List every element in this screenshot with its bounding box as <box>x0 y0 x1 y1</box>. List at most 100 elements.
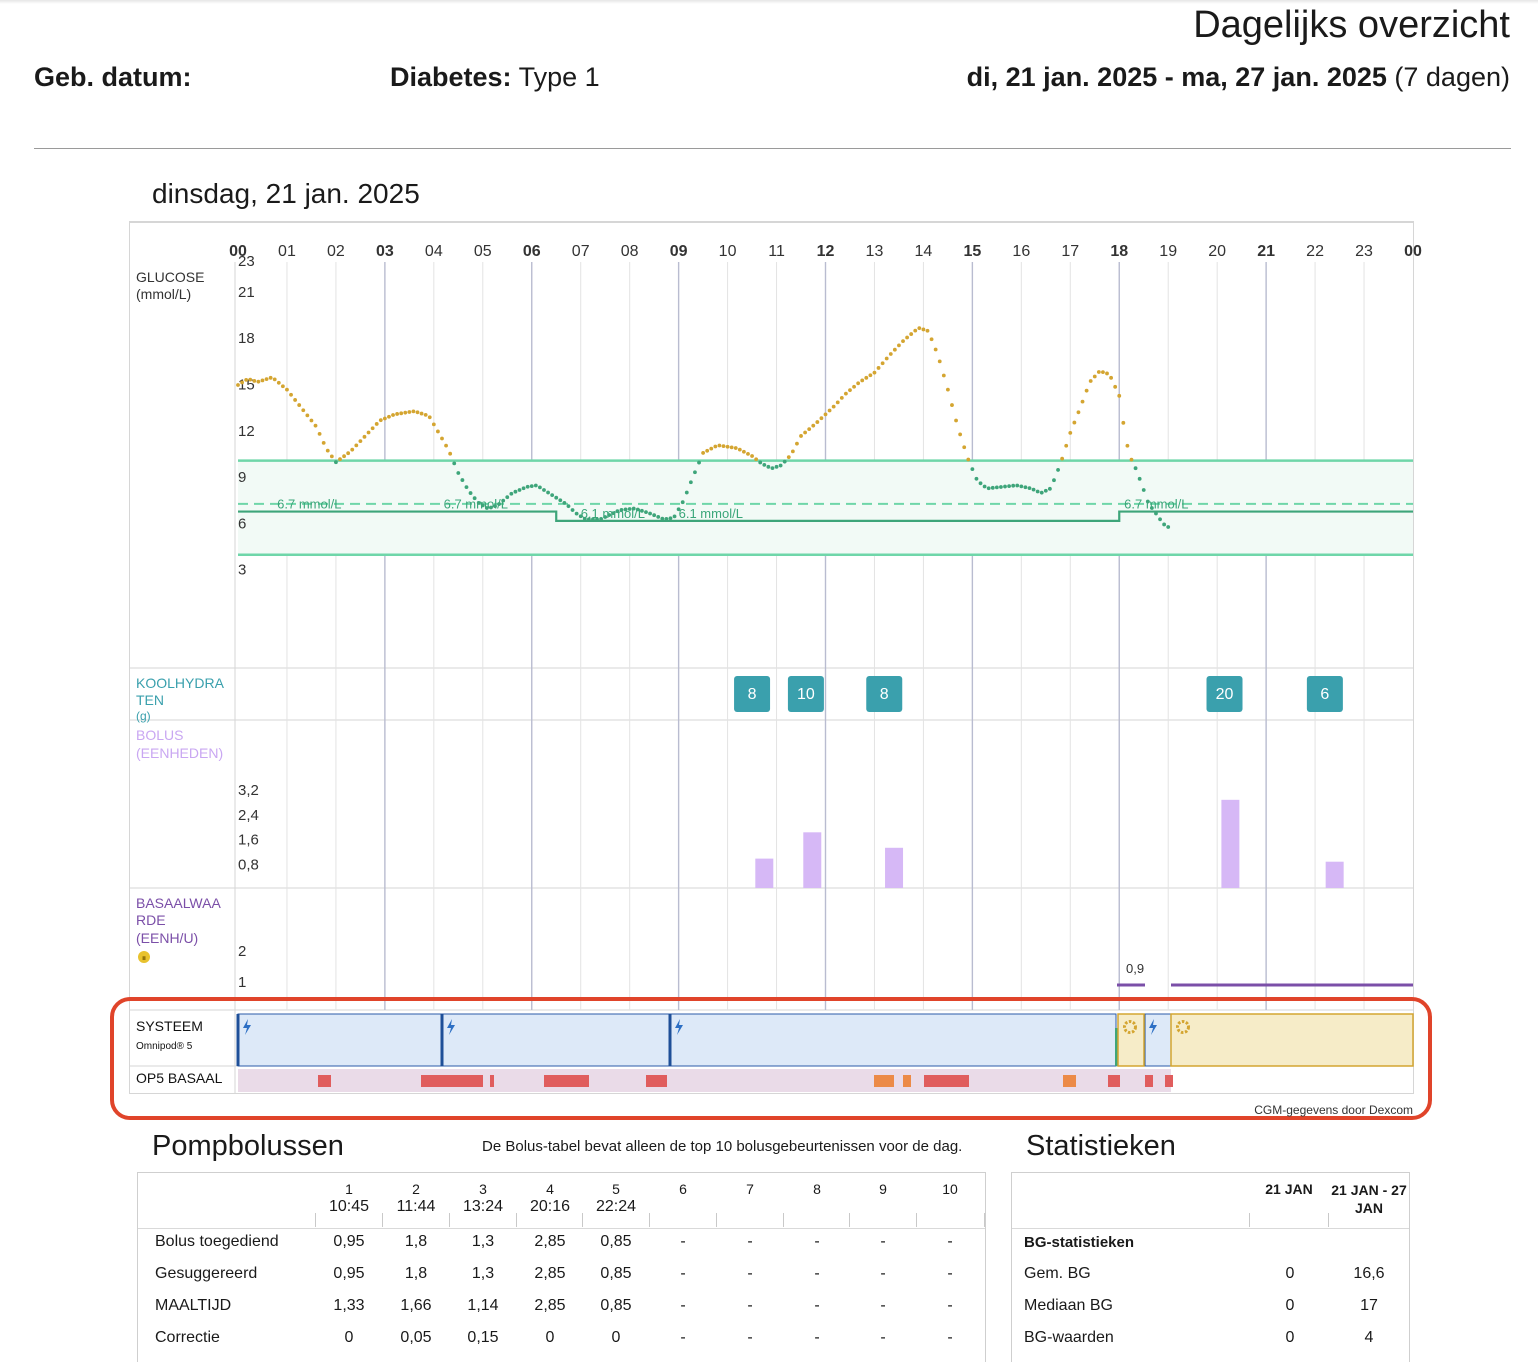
bolus-section-title: Pompbolussen <box>152 1130 344 1162</box>
hour-label: 09 <box>670 243 688 260</box>
glucose-point <box>799 434 803 438</box>
glucose-point <box>586 517 591 522</box>
glucose-point <box>843 391 848 396</box>
carb-value: 8 <box>748 686 757 703</box>
bolus-cell: 1,8 <box>404 1233 428 1250</box>
bolus-column-separator <box>582 1213 583 1227</box>
glucose-point <box>505 495 510 500</box>
glucose-axis-label: GLUCOSE <box>136 269 204 285</box>
glucose-point <box>493 504 497 509</box>
bolus-bar <box>803 832 822 888</box>
stats-col-range: 21 JAN - 27 JAN <box>1331 1182 1407 1216</box>
glucose-point <box>1056 468 1060 472</box>
bolus-axis-label: BOLUS <box>136 727 183 743</box>
glucose-point <box>1096 370 1101 374</box>
glucose-point <box>876 366 881 370</box>
glucose-point <box>786 455 791 460</box>
glucose-point <box>1125 443 1130 448</box>
manual-mode-gear-icon <box>1123 1020 1137 1034</box>
glucose-point <box>521 486 526 491</box>
glucose-point <box>1072 420 1077 425</box>
bolus-column-number: 2 <box>412 1181 420 1197</box>
bolus-column-separator <box>849 1213 850 1227</box>
op5-suspend-segment <box>924 1075 969 1087</box>
glucose-point <box>1129 457 1134 462</box>
glucose-point <box>1154 511 1158 516</box>
diabetes-type: Diabetes: Type 1 <box>390 62 600 93</box>
hour-label: 05 <box>474 243 492 260</box>
bolus-column-number: 5 <box>612 1181 620 1197</box>
glucose-point <box>370 426 375 431</box>
glucose-point <box>835 400 840 405</box>
glucose-point <box>872 370 877 375</box>
glucose-point <box>236 383 240 387</box>
glucose-point <box>578 514 583 519</box>
glucose-point <box>301 408 306 413</box>
carb-badge <box>734 676 771 712</box>
hour-label: 12 <box>817 243 835 260</box>
glucose-point <box>803 430 808 435</box>
date-range-text: di, 21 jan. 2025 - ma, 27 jan. 2025 <box>966 62 1387 92</box>
glucose-point <box>525 484 530 489</box>
header-divider <box>34 148 1511 149</box>
stats-range-value: 17 <box>1360 1297 1378 1314</box>
bolus-column-time: 10:45 <box>328 1198 370 1215</box>
diabetes-value: Type 1 <box>518 62 600 92</box>
glucose-point <box>582 516 587 521</box>
glucose-point <box>378 418 383 423</box>
bolus-bar <box>1325 861 1344 888</box>
hour-label: 06 <box>523 243 541 260</box>
glucose-point <box>994 485 999 490</box>
glucose-point <box>407 410 412 414</box>
op5-suspend-segment <box>646 1075 667 1087</box>
glucose-point <box>770 466 775 471</box>
bolus-cell: - <box>814 1233 820 1250</box>
stats-day-value: 0 <box>1285 1297 1295 1314</box>
glucose-point <box>807 427 812 431</box>
bolus-cell: - <box>880 1329 886 1346</box>
glucose-point <box>260 378 265 383</box>
auto-mode-icon <box>447 1019 455 1035</box>
op5-suspend-segment <box>490 1075 494 1087</box>
glucose-point <box>958 432 963 437</box>
glucose-point <box>427 415 432 420</box>
hour-label: 22 <box>1306 243 1324 260</box>
diabetes-label: Diabetes: <box>390 62 512 92</box>
op5-suspend-segment <box>1165 1075 1173 1087</box>
glucose-point <box>831 404 836 409</box>
glucose-point <box>733 446 738 450</box>
bolus-cell: 1,3 <box>471 1265 495 1282</box>
basal-axis-label: RDE <box>136 912 166 928</box>
bolus-column-separator <box>916 1213 917 1227</box>
glucose-point <box>403 410 408 415</box>
hour-label: 00 <box>1404 243 1422 260</box>
hour-label: 17 <box>1061 243 1079 260</box>
glucose-point <box>811 423 816 428</box>
glucose-point <box>391 413 395 417</box>
glucose-point <box>664 517 669 521</box>
glucose-point <box>758 460 763 465</box>
hour-label: 07 <box>572 243 590 260</box>
glucose-point <box>1092 374 1097 379</box>
glucose-point <box>635 507 640 512</box>
bolus-column-separator <box>516 1213 517 1227</box>
bolus-row-label: Correctie <box>155 1329 220 1346</box>
glucose-point <box>815 420 820 424</box>
bolus-cell: - <box>814 1297 820 1314</box>
glucose-point <box>1158 517 1162 522</box>
glucose-point <box>468 491 473 495</box>
glucose-point <box>329 454 334 459</box>
glucose-point <box>542 488 546 492</box>
glucose-point <box>480 503 485 508</box>
bolus-cell: - <box>747 1297 753 1314</box>
op5-reduced-segment <box>1063 1075 1076 1087</box>
basal-tick: 2 <box>238 943 246 960</box>
glucose-point <box>705 448 710 453</box>
bolus-cell: 1,14 <box>467 1297 499 1314</box>
stats-row-label: Mediaan BG <box>1024 1297 1113 1314</box>
bolus-cell: 1,66 <box>400 1297 432 1314</box>
carb-badge <box>1206 676 1243 712</box>
glucose-point <box>554 495 559 500</box>
bolus-bar <box>885 847 904 888</box>
glucose-point <box>252 379 257 383</box>
